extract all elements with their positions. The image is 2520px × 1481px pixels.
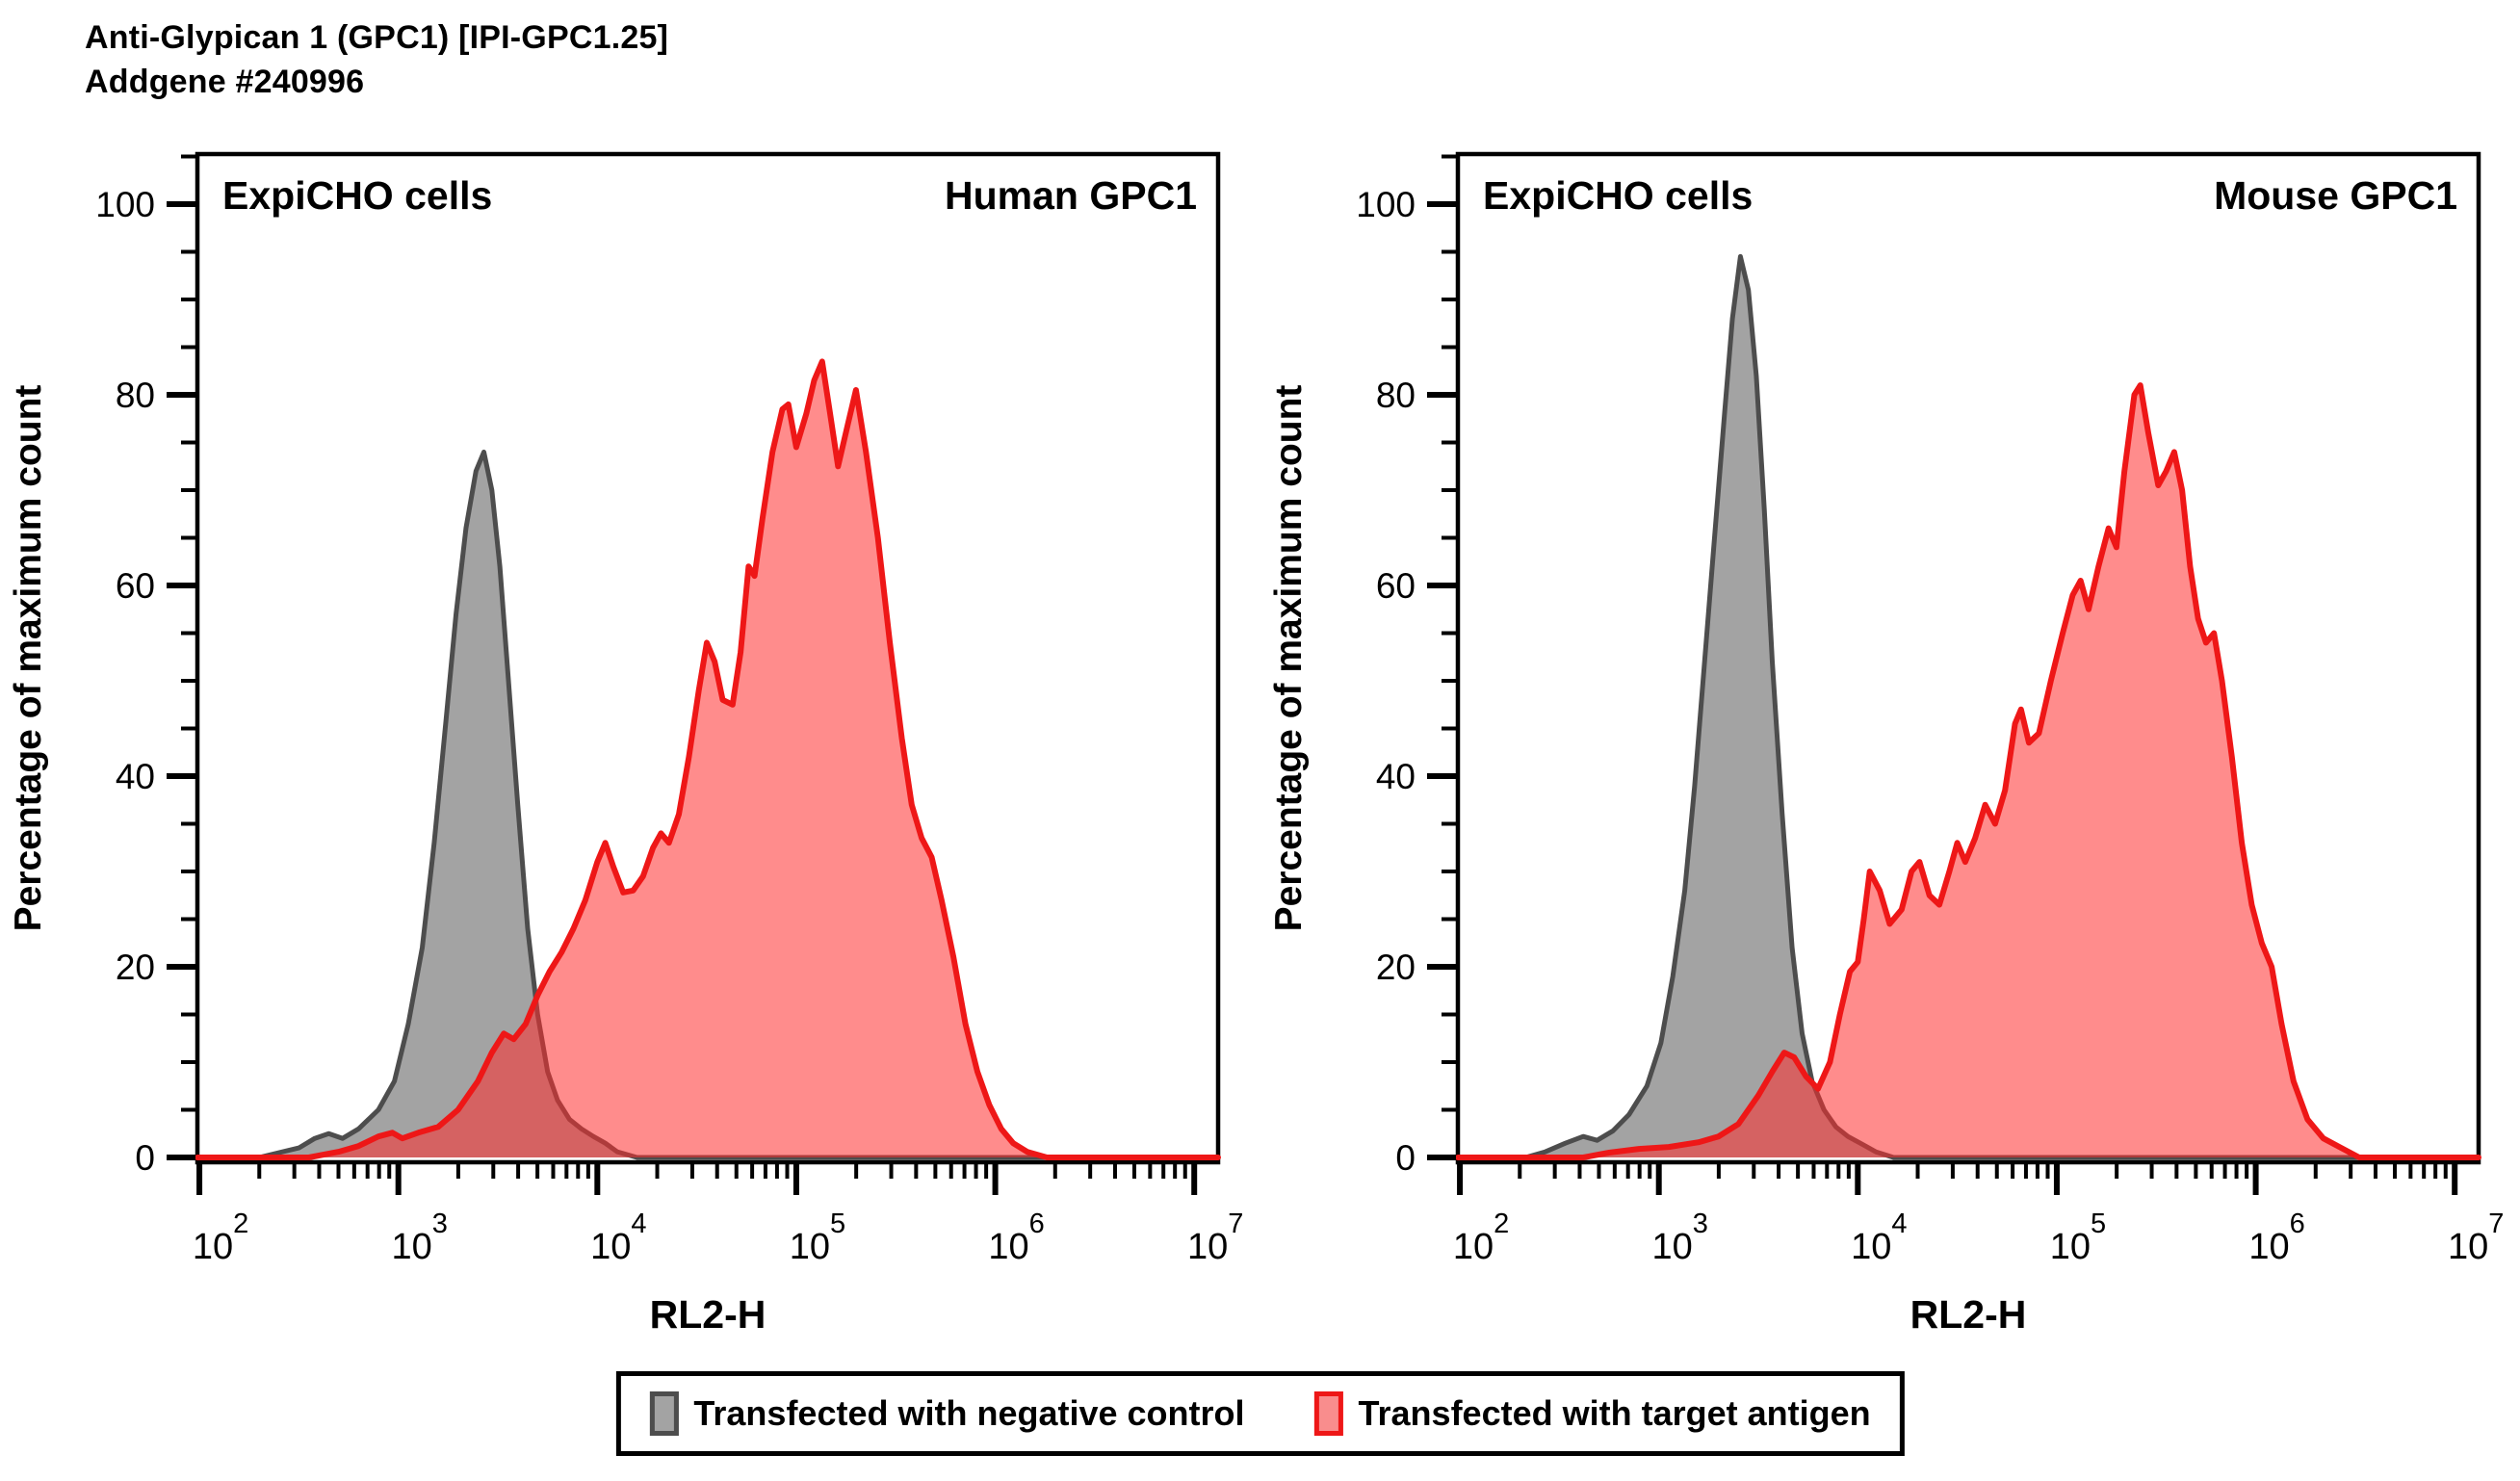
legend-label-negative-control: Transfected with negative control xyxy=(693,1393,1245,1433)
histogram-panel-mouse-gpc1: 102 103 104 105 106 107 0 20 40 60 80 100 ExpiCHO ce… xyxy=(1268,151,2504,1337)
legend-label-target-antigen: Transfected with target antigen xyxy=(1358,1393,1871,1433)
target-antigen-curve xyxy=(1455,382,2481,1160)
cell-line-label: ExpiCHO cells xyxy=(1483,173,1753,218)
legend: Transfected with negative control Transf… xyxy=(615,1371,1905,1456)
x-tick-label: 105 xyxy=(2050,1208,2106,1267)
y-tick-label: 0 xyxy=(1395,1138,1416,1178)
x-tick-label: 106 xyxy=(988,1208,1044,1267)
x-tick-label: 102 xyxy=(1453,1208,1509,1267)
cell-line-label: ExpiCHO cells xyxy=(222,173,492,218)
x-axis-title: RL2-H xyxy=(650,1292,766,1337)
x-tick-label: 104 xyxy=(590,1208,646,1267)
figure-title: Anti-Glypican 1 (GPC1) [IPI-GPC1.25] Add… xyxy=(85,15,668,104)
y-tick-label: 20 xyxy=(1376,948,1416,987)
y-tick-label: 100 xyxy=(1356,185,1416,224)
x-axis-ticks xyxy=(1457,1164,2458,1195)
y-tick-label: 20 xyxy=(116,948,155,987)
x-axis-ticks xyxy=(196,1164,1198,1195)
y-tick-label: 0 xyxy=(135,1138,155,1178)
y-tick-label: 60 xyxy=(1376,566,1416,606)
y-tick-label: 100 xyxy=(95,185,155,224)
x-tick-label: 105 xyxy=(790,1208,845,1267)
y-tick-label: 60 xyxy=(116,566,155,606)
plot-frame xyxy=(1455,151,2481,1165)
y-axis-ticks xyxy=(1427,154,1456,1160)
y-tick-label: 80 xyxy=(1376,376,1416,415)
x-tick-label: 107 xyxy=(2448,1208,2504,1267)
antibody-title: Anti-Glypican 1 (GPC1) [IPI-GPC1.25] xyxy=(85,19,669,56)
negative-control-swatch-icon xyxy=(649,1391,679,1436)
x-tick-label: 107 xyxy=(1187,1208,1243,1267)
histogram-panel-human-gpc1: 102 103 104 105 106 107 0 20 40 60 80 100 ExpiCHO ce… xyxy=(8,151,1243,1337)
y-tick-label: 80 xyxy=(116,376,155,415)
y-tick-label: 40 xyxy=(116,757,155,796)
addgene-id: Addgene #240996 xyxy=(85,64,365,100)
x-tick-label: 106 xyxy=(2248,1208,2304,1267)
antigen-label: Human GPC1 xyxy=(945,173,1197,218)
charts-row: 102 103 104 105 106 107 0 20 40 60 80 100 ExpiCHO ce… xyxy=(0,135,2520,1358)
x-tick-label: 103 xyxy=(391,1208,447,1267)
y-axis-title: Percentage of maximum count xyxy=(1268,385,1310,932)
legend-item-negative-control: Transfected with negative control xyxy=(649,1391,1245,1436)
x-tick-label: 102 xyxy=(193,1208,248,1267)
target-antigen-curve xyxy=(195,358,1221,1160)
antigen-label: Mouse GPC1 xyxy=(2214,173,2457,218)
y-tick-label: 40 xyxy=(1376,757,1416,796)
legend-item-target-antigen: Transfected with target antigen xyxy=(1313,1391,1871,1436)
y-axis-title: Percentage of maximum count xyxy=(8,385,49,932)
x-tick-label: 103 xyxy=(1651,1208,1707,1267)
target-antigen-swatch-icon xyxy=(1313,1391,1343,1436)
x-axis-title: RL2-H xyxy=(1910,1292,2027,1337)
plot-frame xyxy=(195,151,1221,1165)
x-tick-label: 104 xyxy=(1851,1208,1907,1267)
y-axis-ticks xyxy=(167,154,195,1160)
